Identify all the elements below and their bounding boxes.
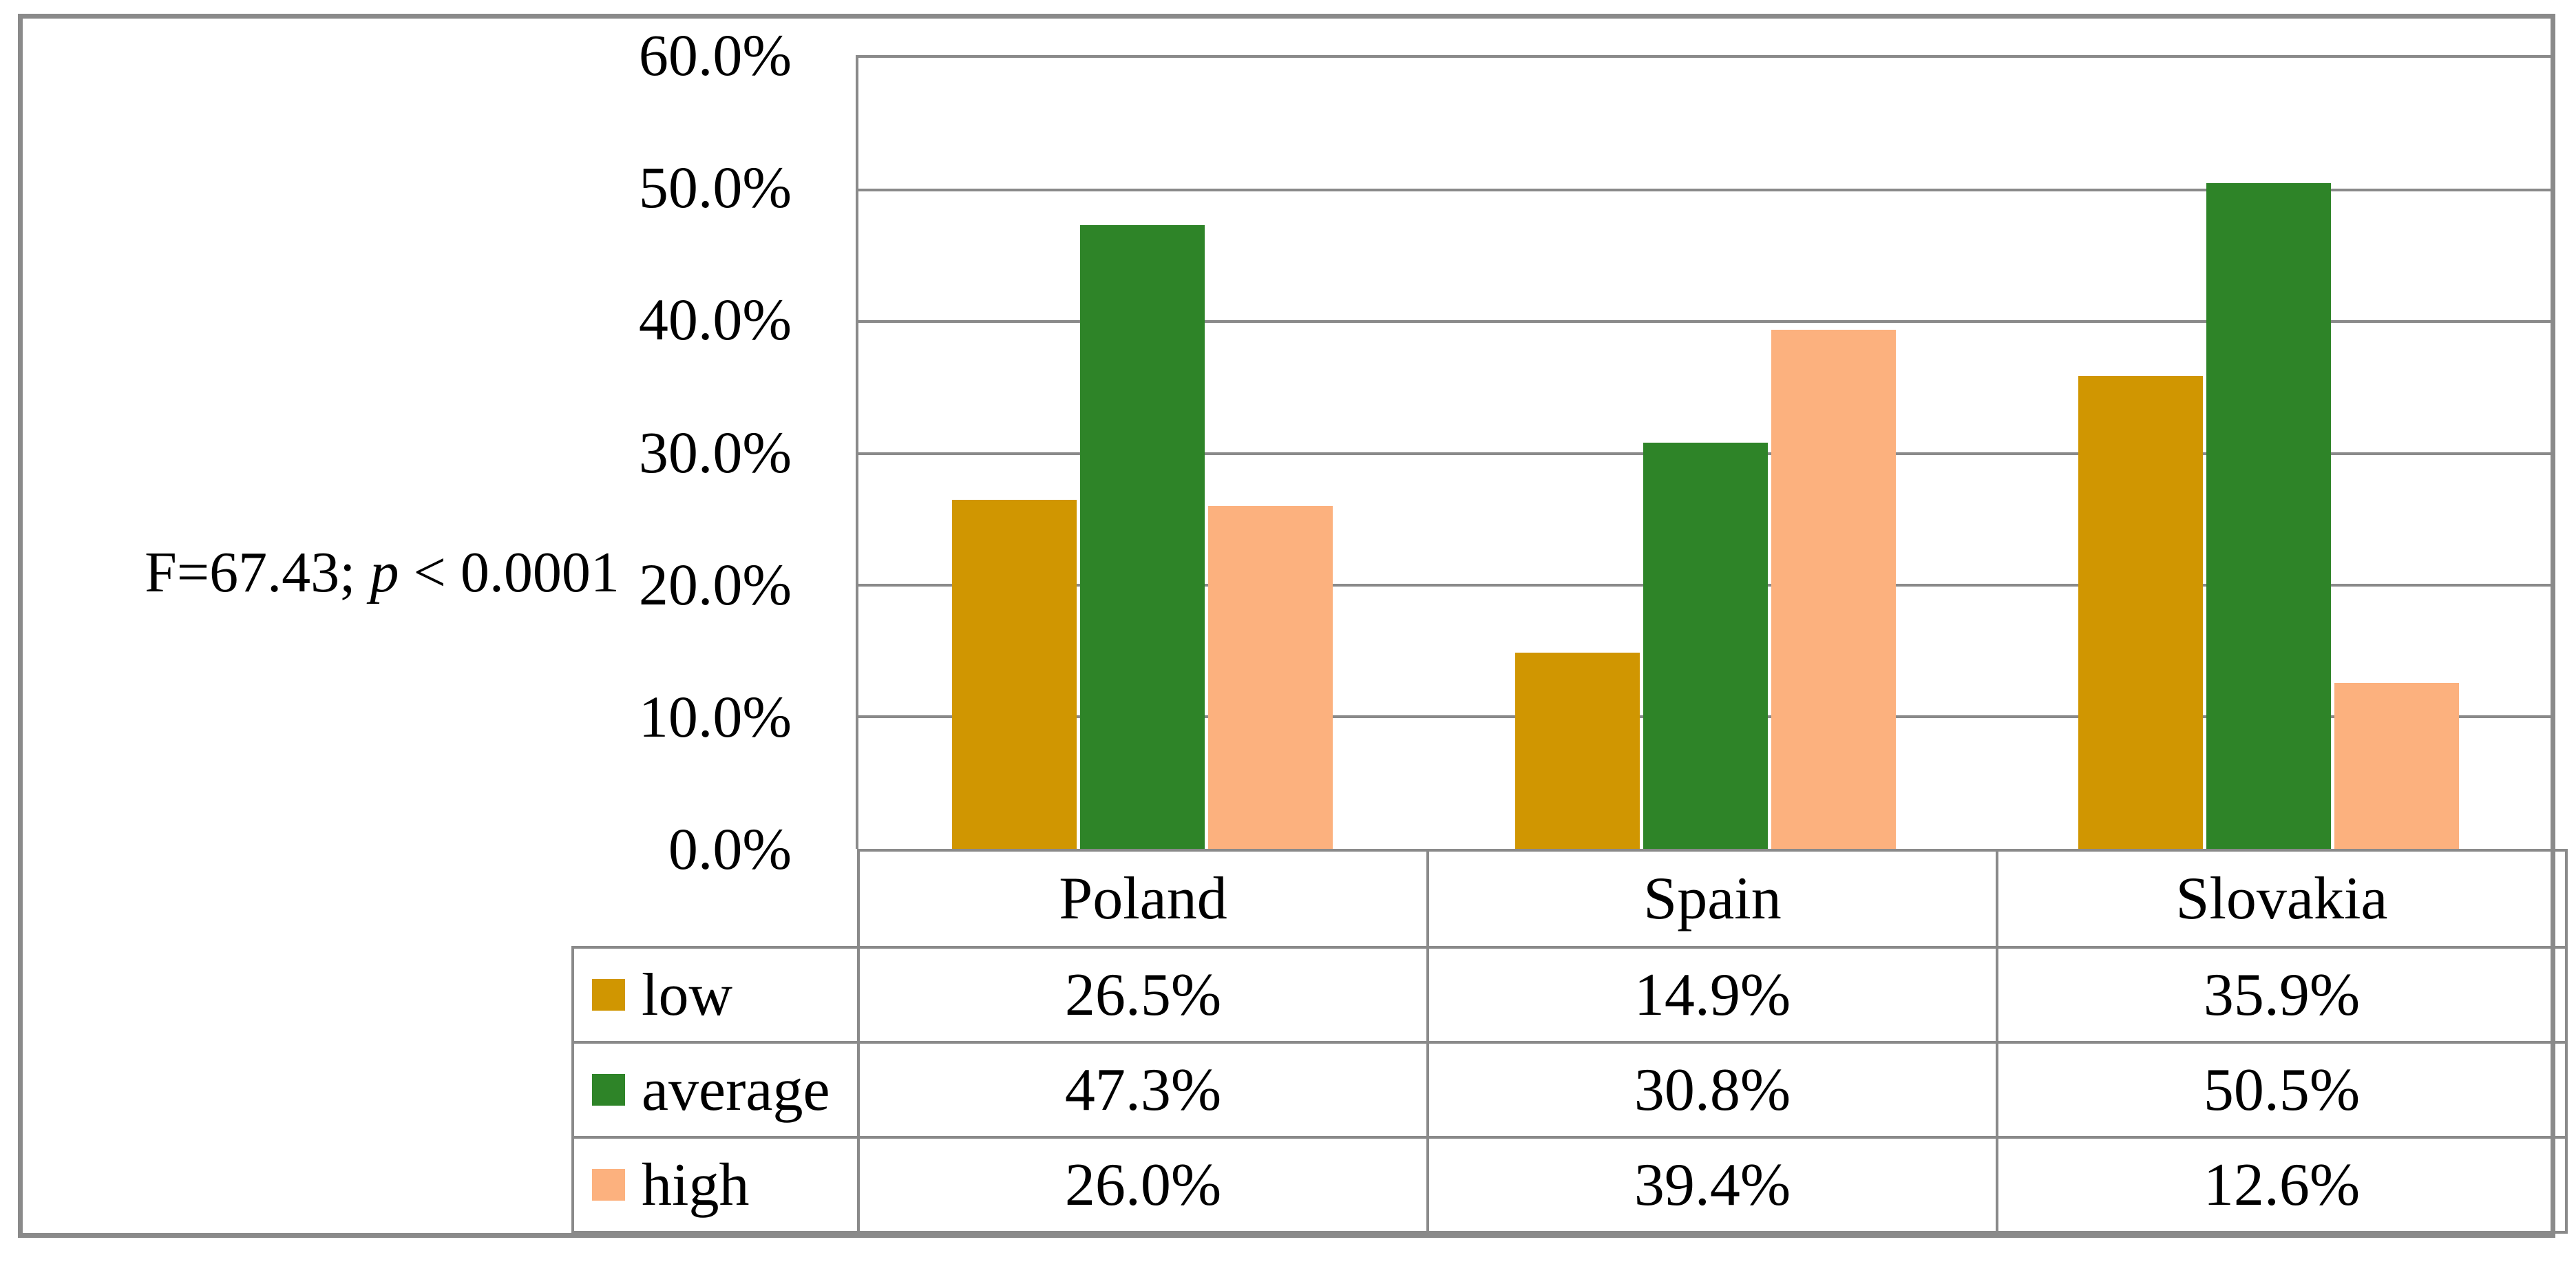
bar-group-poland — [861, 58, 1424, 849]
value-high-spain: 39.4% — [1426, 1136, 1998, 1234]
table-corner-blank — [573, 850, 860, 947]
table-header-row: Poland Spain Slovakia — [573, 849, 2568, 949]
bar-slovakia-average — [2206, 182, 2331, 849]
y-tick-10: 10.0% — [638, 684, 792, 750]
y-tick-30: 30.0% — [638, 419, 792, 485]
gridline-40 — [858, 319, 2553, 323]
category-header-slovakia: Slovakia — [1996, 849, 2568, 949]
legend-cell-high: high — [571, 1136, 860, 1234]
legend-cell-low: low — [571, 946, 860, 1044]
bar-spain-low — [1515, 652, 1640, 849]
category-header-spain: Spain — [1426, 849, 1998, 949]
value-high-slovakia: 12.6% — [1996, 1136, 2568, 1234]
y-tick-60: 60.0% — [638, 22, 792, 88]
gridline-50 — [858, 188, 2553, 191]
value-low-slovakia: 35.9% — [1996, 946, 2568, 1044]
annotation-p-symbol: p — [370, 540, 399, 604]
bar-poland-low — [952, 499, 1077, 849]
category-header-poland: Poland — [857, 849, 1429, 949]
value-average-spain: 30.8% — [1426, 1041, 1998, 1139]
value-low-spain: 14.9% — [1426, 946, 1998, 1044]
legend-label-high: high — [642, 1151, 750, 1219]
bar-poland-high — [1208, 506, 1333, 849]
annotation-p-value: < 0.0001 — [413, 540, 620, 604]
data-table: Poland Spain Slovakia low 26.5% 14.9% 35… — [571, 849, 2568, 1234]
value-average-slovakia: 50.5% — [1996, 1041, 2568, 1139]
value-low-poland: 26.5% — [857, 946, 1429, 1044]
legend-swatch-average-icon — [592, 1074, 625, 1106]
bar-slovakia-high — [2334, 682, 2459, 849]
table-row-high: high 26.0% 39.4% 12.6% — [571, 1136, 2568, 1234]
y-tick-50: 50.0% — [638, 154, 792, 220]
legend-swatch-low-icon — [592, 979, 625, 1011]
bar-group-slovakia — [1987, 58, 2550, 849]
y-tick-40: 40.0% — [638, 286, 792, 352]
annotation-f-value: F=67.43; — [145, 540, 356, 604]
legend-cell-average: average — [571, 1041, 860, 1139]
bar-group-spain — [1424, 58, 1987, 849]
legend-swatch-high-icon — [592, 1169, 625, 1201]
value-average-poland: 47.3% — [857, 1041, 1429, 1139]
stat-annotation: F=67.43; p < 0.0001 — [107, 536, 657, 610]
bar-slovakia-low — [2078, 375, 2203, 849]
table-row-average: average 47.3% 30.8% 50.5% — [571, 1041, 2568, 1139]
value-high-poland: 26.0% — [857, 1136, 1429, 1234]
bar-spain-average — [1643, 443, 1768, 849]
bar-poland-average — [1080, 225, 1205, 849]
legend-label-low: low — [642, 961, 732, 1029]
legend-label-average: average — [642, 1056, 830, 1124]
table-row-low: low 26.5% 14.9% 35.9% — [571, 946, 2568, 1044]
plot-area — [856, 55, 2555, 849]
y-tick-20: 20.0% — [638, 551, 792, 618]
bar-spain-high — [1771, 329, 1896, 849]
bar-series-container — [861, 58, 2550, 849]
